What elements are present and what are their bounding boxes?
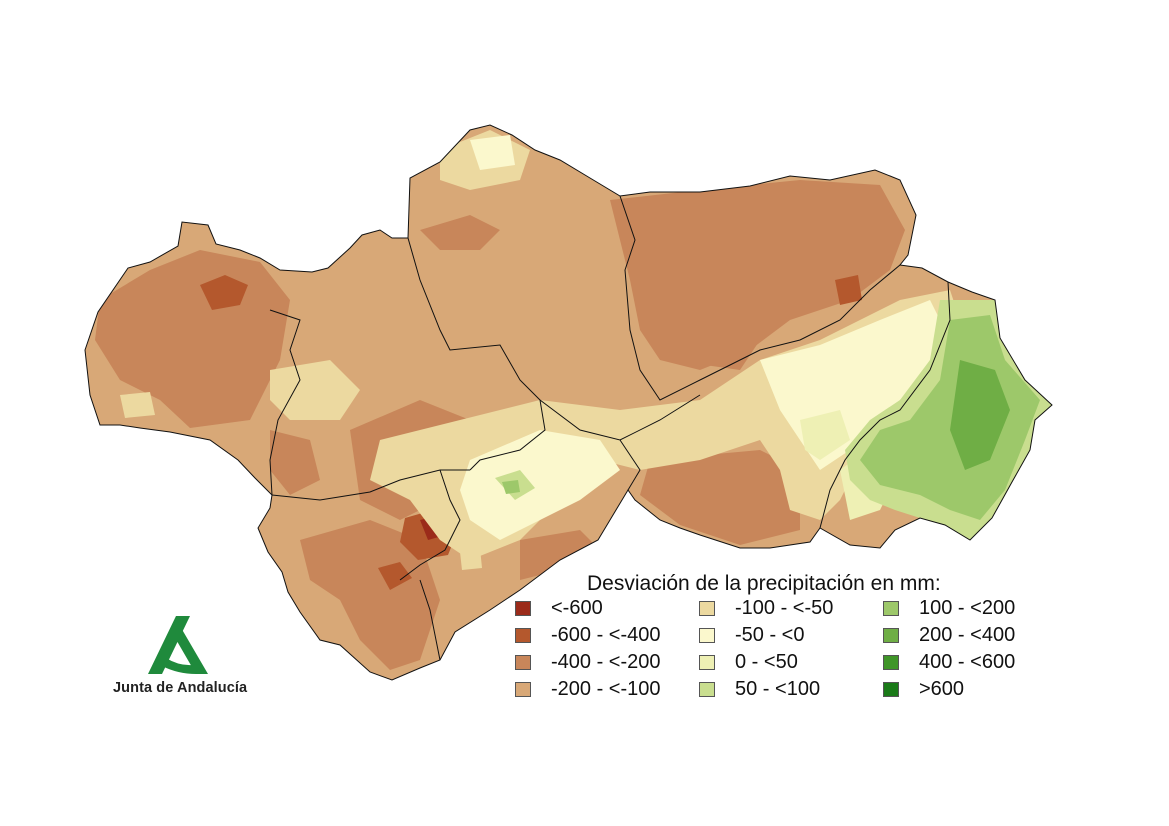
legend-label: 0 - <50 [735, 650, 798, 673]
legend-swatch [699, 654, 715, 670]
legend-swatch [699, 627, 715, 643]
legend-item: 100 - <200 [883, 596, 1015, 620]
legend-label: -200 - <-100 [551, 677, 661, 700]
junta-andalucia-a-logo-icon [148, 616, 208, 674]
legend-label: 100 - <200 [919, 596, 1016, 619]
junta-andalucia-logo: Junta de Andalucía [110, 612, 260, 702]
legend-item: <-600 [515, 596, 603, 620]
legend-item: 400 - <600 [883, 650, 1015, 674]
legend-label: 400 - <600 [919, 650, 1016, 673]
legend-item: -400 - <-200 [515, 650, 661, 674]
legend-item: -50 - <0 [699, 623, 804, 647]
province-boundaries [269, 195, 951, 661]
legend-swatch [699, 681, 715, 697]
legend-swatch [883, 654, 899, 670]
legend-label: 200 - <400 [919, 623, 1016, 646]
legend-label: -400 - <-200 [551, 650, 661, 673]
legend-swatch [515, 654, 531, 670]
legend-swatch [699, 600, 715, 616]
region-outline [84, 124, 1053, 681]
legend-label: -100 - <-50 [735, 596, 834, 619]
legend-label: -50 - <0 [735, 623, 805, 646]
logo-text: Junta de Andalucía [113, 680, 248, 696]
precipitation-surface [85, 125, 1052, 680]
legend-label: -600 - <-400 [551, 623, 661, 646]
legend-item: 200 - <400 [883, 623, 1015, 647]
legend-item: -200 - <-100 [515, 677, 661, 701]
legend-item: 50 - <100 [699, 677, 820, 701]
legend-swatch [883, 627, 899, 643]
legend-swatch [883, 600, 899, 616]
legend-item: -100 - <-50 [699, 596, 833, 620]
legend-swatch [515, 627, 531, 643]
legend: Desviación de la precipitación en mm: <-… [515, 572, 1075, 722]
legend-item: -600 - <-400 [515, 623, 661, 647]
legend-label: <-600 [551, 596, 603, 619]
legend-item: 0 - <50 [699, 650, 798, 674]
legend-title: Desviación de la precipitación en mm: [587, 572, 941, 595]
legend-label: 50 - <100 [735, 677, 821, 700]
legend-label: >600 [919, 677, 965, 700]
legend-swatch [515, 681, 531, 697]
legend-swatch [883, 681, 899, 697]
legend-item: >600 [883, 677, 964, 701]
legend-swatch [515, 600, 531, 616]
